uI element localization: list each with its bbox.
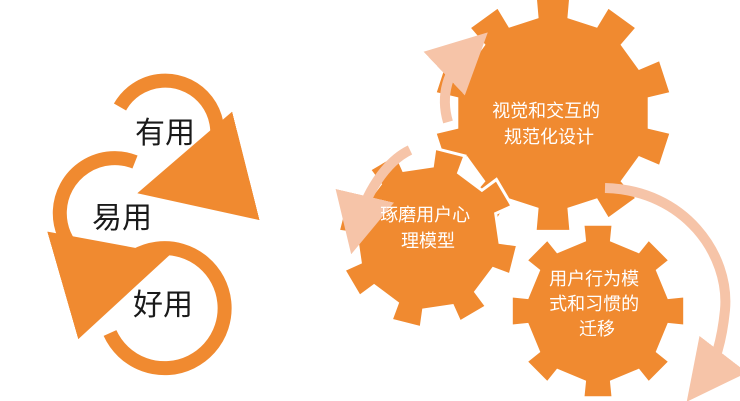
ring-label-delightful: 好用 [133,288,193,323]
gear-top-shape [436,0,670,230]
pale-arrow-left [335,145,413,255]
pale-arrow-top [423,32,488,124]
pale-arrow-right [604,183,740,401]
ring-label-useful: 有用 [135,116,195,151]
ring-arc-top [113,73,260,221]
gear-top-label: 视觉和交互的 规范化设计 [492,101,606,148]
gear-left-label: 琢磨用户心 理模型 [380,205,476,252]
gear-right-label: 用户行为模 式和习惯的 迁移 [549,269,645,340]
gear-right-shape [509,222,687,400]
ring-cycle-group: 有用 易用 好用 [47,73,260,376]
gear-group: 视觉和交互的 规范化设计 琢磨用户心 理模型 用户行为模 式和习惯的 迁移 [335,0,740,401]
ring-arc-bottom [103,241,232,376]
ring-arc-middle [47,151,171,340]
ring-label-usable: 易用 [92,201,152,236]
